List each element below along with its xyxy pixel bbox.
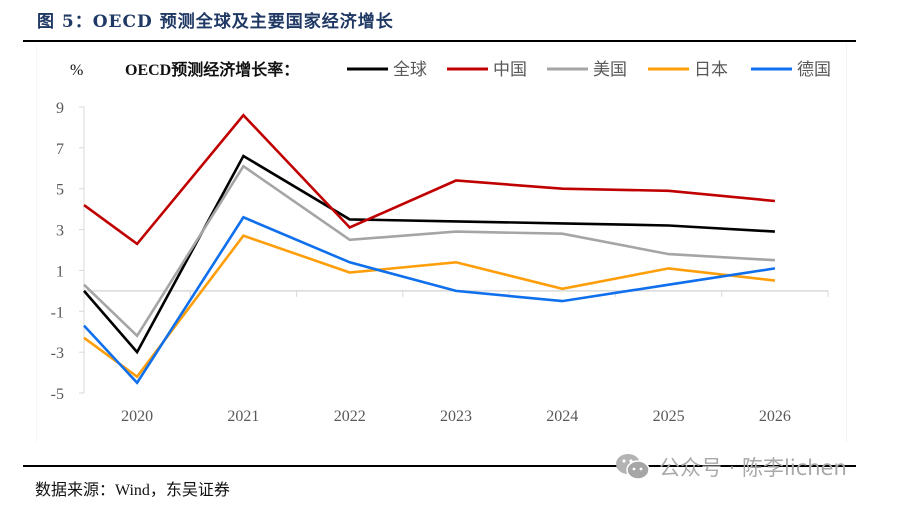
x-tick-label: 2022 <box>334 408 366 425</box>
x-tick-label: 2025 <box>653 408 685 425</box>
y-tick-label: 7 <box>56 141 64 158</box>
legend-label: 日本 <box>694 60 728 79</box>
x-tick-label: 2026 <box>759 408 791 425</box>
legend-item: 美国 <box>547 60 627 79</box>
series-line-2 <box>83 164 775 338</box>
bottom-rule <box>23 465 856 467</box>
watermark: 公众号 · 陈李lichen <box>615 452 847 482</box>
legend: 全球 中国 美国 日本 德国 <box>347 60 831 79</box>
y-tick-label: 9 <box>56 100 64 117</box>
x-tick-label: 2023 <box>440 408 472 425</box>
legend-item: 全球 <box>347 60 427 79</box>
chart-frame <box>36 44 847 442</box>
series-line-4 <box>83 215 776 385</box>
x-tick-label: 2020 <box>121 408 153 425</box>
y-tick-label: -3 <box>51 345 64 362</box>
series-group <box>83 113 776 385</box>
axes: 9 7 5 3 1 -1 -3 -5 2020 2021 2022 2023 2024 2025 2026 <box>51 100 829 425</box>
x-tick-label: 2021 <box>227 408 259 425</box>
y-tick-label: 1 <box>56 263 64 280</box>
legend-item: 中国 <box>447 60 527 79</box>
figure-title: 图 5：OECD 预测全球及主要国家经济增长 <box>37 12 394 32</box>
y-tick-label: -1 <box>51 304 64 321</box>
wechat-icon <box>615 452 651 482</box>
y-tick-label: 3 <box>56 223 64 240</box>
legend-label: 美国 <box>593 60 627 79</box>
y-tick-label: 5 <box>56 182 64 199</box>
x-tick-label: 2024 <box>546 408 578 425</box>
legend-item: 日本 <box>648 60 728 79</box>
top-rule <box>23 40 856 42</box>
legend-item: 德国 <box>751 60 831 79</box>
y-unit-label: % <box>70 62 83 79</box>
series-line-0 <box>83 154 775 355</box>
chart-title: OECD预测经济增长率： <box>125 60 299 79</box>
watermark-text: 公众号 · 陈李lichen <box>659 456 847 480</box>
legend-label: 全球 <box>393 60 427 79</box>
data-source: 数据来源：Wind，东吴证券 <box>35 482 230 499</box>
y-tick-label: -5 <box>51 386 64 403</box>
legend-label: 中国 <box>493 60 527 79</box>
legend-label: 德国 <box>797 60 831 79</box>
series-line-1 <box>83 113 776 246</box>
